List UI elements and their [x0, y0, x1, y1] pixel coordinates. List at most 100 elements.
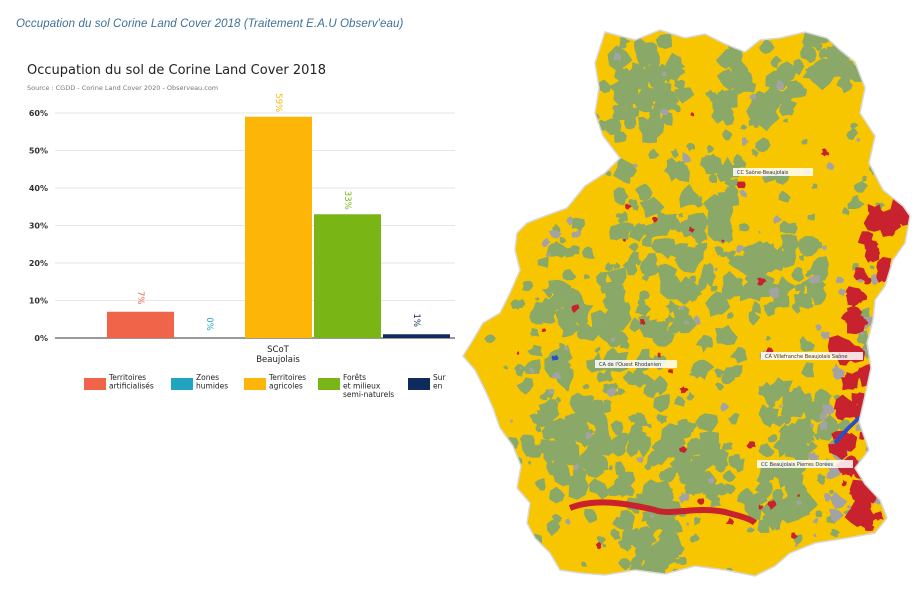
- forest-patch: [665, 299, 680, 314]
- grey-patch: [678, 492, 690, 504]
- forest-patch: [726, 279, 742, 297]
- forest-patch: [647, 82, 672, 102]
- forest-patch: [754, 482, 774, 496]
- urban-patch: [757, 277, 767, 286]
- legend-label-4: en: [433, 382, 443, 391]
- forest-patch: [644, 222, 666, 239]
- forest-patch: [603, 399, 612, 411]
- forest-patch: [748, 310, 761, 326]
- forest-patch: [484, 334, 496, 344]
- forest-patch: [522, 91, 529, 95]
- forest-patch: [784, 237, 801, 251]
- forest-patch: [767, 434, 778, 443]
- forest-patch: [721, 374, 735, 385]
- forest-patch: [674, 395, 686, 407]
- grey-patch: [809, 423, 814, 428]
- forest-patch: [577, 396, 592, 410]
- forest-patch: [818, 262, 827, 274]
- forest-patch: [653, 99, 669, 113]
- forest-patch: [700, 483, 710, 493]
- grey-patch: [562, 91, 566, 95]
- forest-patch: [563, 151, 571, 159]
- forest-patch: [521, 191, 526, 198]
- forest-patch: [610, 528, 622, 540]
- forest-patch: [633, 431, 647, 443]
- forest-patch: [597, 153, 607, 163]
- forest-patch: [655, 34, 673, 49]
- forest-patch: [786, 80, 799, 94]
- land-cover-map-svg: CC Saône-Beaujolais CA de l'Ouest Rhodan…: [462, 29, 911, 577]
- forest-patch: [727, 311, 734, 319]
- chart-title: Occupation du sol de Corine Land Cover 2…: [27, 63, 326, 78]
- urban-patch: [746, 441, 756, 449]
- forest-patch: [794, 281, 807, 294]
- forest-patch: [665, 313, 676, 323]
- forest-patch: [789, 439, 814, 464]
- bar-chart: Occupation du sol de Corine Land Cover 2…: [27, 63, 455, 399]
- forest-patch: [779, 220, 798, 234]
- forest-patch: [842, 206, 850, 216]
- forest-patch: [861, 175, 867, 182]
- urban-patch: [820, 148, 830, 157]
- urban-patch: [886, 227, 896, 237]
- category-label: Beaujolais: [256, 355, 300, 365]
- forest-patch: [791, 302, 802, 314]
- forest-patch: [722, 469, 736, 483]
- forest-patch: [785, 471, 802, 492]
- forest-patch: [665, 443, 678, 458]
- legend-label-2: Territoires: [268, 373, 306, 382]
- grey-patch: [537, 92, 547, 105]
- grey-patch: [821, 331, 830, 340]
- forest-patch: [737, 82, 751, 95]
- grey-patch: [776, 79, 785, 90]
- urban-patch: [895, 203, 910, 226]
- forest-patch: [710, 222, 721, 235]
- grey-patch: [679, 304, 684, 311]
- forest-patch: [773, 246, 796, 268]
- forest-patch: [624, 520, 633, 535]
- forest-patch: [808, 256, 829, 282]
- forest-patch: [568, 418, 574, 423]
- forest-patch: [604, 262, 615, 272]
- forest-patch: [614, 130, 627, 143]
- urban-patch: [828, 440, 848, 460]
- forest-patch: [807, 412, 815, 420]
- forest-patch: [503, 364, 508, 370]
- grey-patch: [739, 189, 747, 198]
- forest-patch: [551, 60, 557, 66]
- forest-patch: [715, 325, 738, 346]
- forest-patch: [625, 98, 632, 106]
- grey-patch: [533, 78, 539, 86]
- forest-patch: [659, 489, 675, 503]
- forest-patch: [564, 434, 570, 441]
- grey-patch: [509, 419, 514, 423]
- forest-patch: [552, 116, 562, 129]
- grey-patch: [758, 230, 761, 234]
- forest-patch: [641, 274, 649, 282]
- urban-patch: [622, 238, 626, 242]
- forest-patch: [728, 455, 734, 463]
- forest-patch: [638, 314, 651, 326]
- forest-patch: [516, 178, 528, 191]
- grey-patch: [636, 456, 644, 463]
- y-tick-label: 20%: [29, 259, 48, 268]
- forest-patch: [589, 432, 607, 447]
- grey-patch: [822, 245, 827, 251]
- forest-patch: [703, 366, 709, 372]
- data-label-2: 59%: [273, 93, 283, 112]
- map-label-saone-beaujolais: CC Saône-Beaujolais: [737, 169, 789, 176]
- forest-patch: [604, 117, 622, 135]
- forest-patch: [638, 525, 658, 544]
- forest-patch: [655, 574, 663, 576]
- forest-patch: [770, 55, 782, 69]
- forest-patch: [513, 512, 518, 517]
- forest-patch: [772, 488, 784, 501]
- forest-patch: [850, 122, 859, 129]
- forest-patch: [635, 303, 652, 314]
- forest-patch: [474, 505, 480, 510]
- forest-patch: [751, 494, 763, 503]
- forest-patch: [529, 414, 539, 423]
- forest-patch: [631, 199, 638, 208]
- bar-3: [314, 214, 381, 338]
- forest-patch: [803, 430, 815, 441]
